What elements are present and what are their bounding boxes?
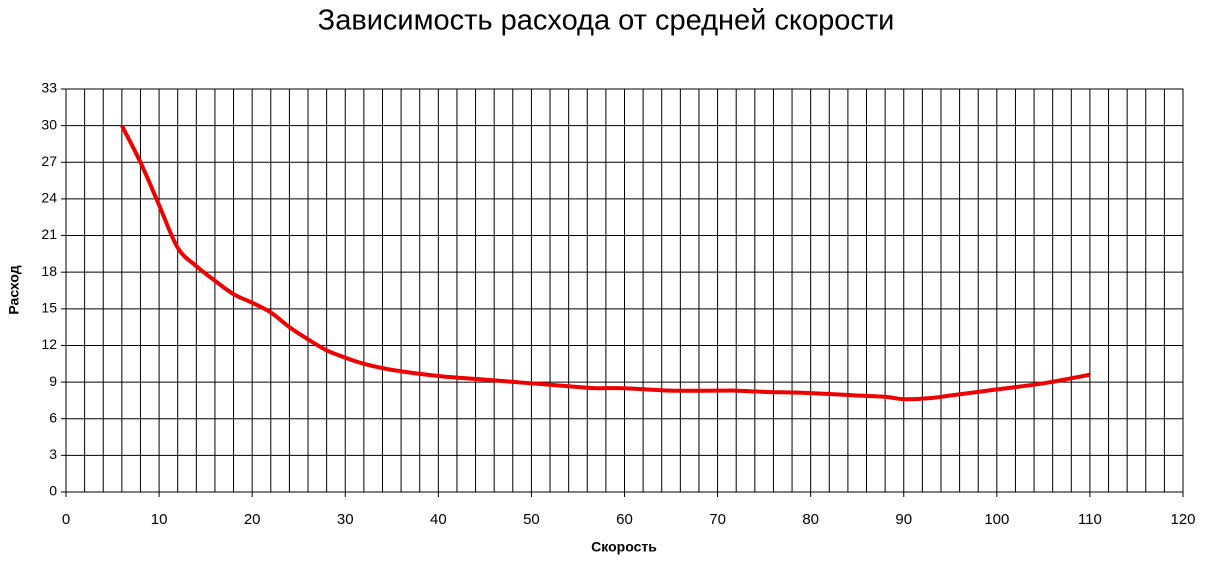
x-axis-label: Скорость [591,539,657,555]
y-tick-label: 33 [41,80,57,96]
y-tick-label: 0 [49,483,57,499]
x-tick-label: 100 [984,511,1009,528]
data-line [120,124,1091,402]
y-tick-label: 27 [41,153,57,169]
x-tick-label: 90 [895,511,912,528]
y-tick-label: 24 [41,190,57,206]
y-tick-label: 30 [41,116,57,132]
x-tick-label: 50 [523,511,540,528]
y-tick-label: 3 [49,446,57,462]
y-tick-label: 9 [49,373,57,389]
x-tick-label: 30 [337,511,354,528]
y-tick-label: 6 [49,409,57,425]
x-tick-label: 40 [430,511,447,528]
y-tick-label: 21 [41,226,57,242]
x-tick-label: 120 [1170,511,1195,528]
y-axis-label: Расход [6,265,22,314]
x-tick-label: 20 [244,511,261,528]
x-tick-label: 110 [1078,511,1102,528]
x-tick-label: 80 [802,511,819,528]
chart-title: Зависимость расхода от средней скорости [318,5,895,37]
x-tick-label: 70 [709,511,726,528]
y-tick-label: 12 [41,336,57,352]
x-tick-label: 10 [151,511,168,528]
x-tick-label: 0 [62,511,70,528]
y-tick-label: 18 [41,263,57,279]
x-tick-label: 60 [616,511,633,528]
y-tick-label: 15 [41,300,57,316]
plot-border [65,88,1184,493]
